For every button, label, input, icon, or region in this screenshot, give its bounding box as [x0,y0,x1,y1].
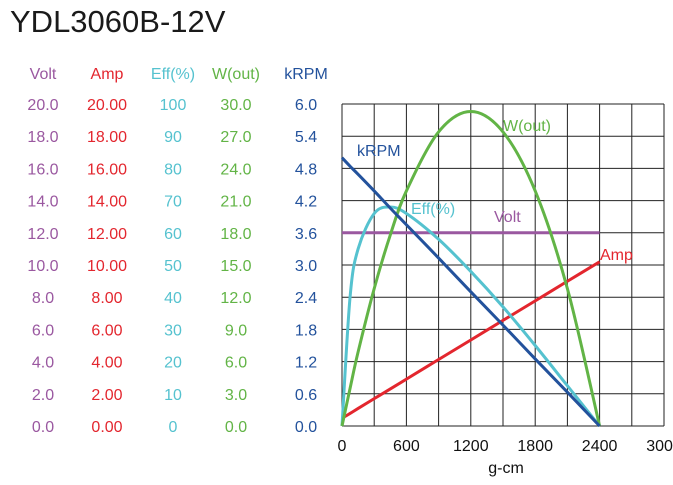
y-tick-label-wout: 27.0 [220,129,251,146]
axis-header-amp: Amp [91,66,124,83]
y-tick-label-krpm: 0.6 [295,387,317,404]
y-tick-label-eff: 10 [164,387,182,404]
y-tick-label-volt: 6.0 [32,322,54,339]
y-tick-label-amp: 20.00 [87,97,127,114]
x-tick-label: 0 [338,438,347,455]
y-tick-label-wout: 24.0 [220,161,251,178]
y-tick-label-wout: 3.0 [225,387,247,404]
y-tick-label-amp: 12.00 [87,226,127,243]
y-tick-label-wout: 0.0 [225,419,247,436]
y-tick-label-amp: 14.00 [87,194,127,211]
y-tick-label-volt: 4.0 [32,355,54,372]
y-tick-label-amp: 16.00 [87,161,127,178]
y-tick-label-volt: 14.0 [27,194,58,211]
x-tick-label: 1200 [453,438,489,455]
y-tick-label-wout: 12.0 [220,290,251,307]
series-label-wout: W(out) [503,118,551,135]
y-tick-label-amp: 18.00 [87,129,127,146]
y-tick-label-eff: 50 [164,258,182,275]
series-line-krpm [340,156,601,428]
chart-title: YDL3060B-12V [10,4,226,39]
y-tick-label-eff: 90 [164,129,182,146]
y-tick-label-wout: 9.0 [225,322,247,339]
series-label-eff: Eff(%) [411,201,455,218]
y-tick-label-krpm: 4.8 [295,161,317,178]
y-tick-label-krpm: 1.8 [295,322,317,339]
y-tick-label-amp: 4.00 [91,355,122,372]
x-tick-label: 3000 [646,438,673,455]
series-label-volt: Volt [494,209,521,226]
y-tick-label-wout: 30.0 [220,97,251,114]
y-tick-label-krpm: 3.0 [295,258,317,275]
x-axis-label: g-cm [488,460,524,477]
x-tick-label: 2400 [582,438,618,455]
y-tick-label-wout: 21.0 [220,194,251,211]
y-tick-label-amp: 8.00 [91,290,122,307]
y-tick-label-eff: 0 [169,419,178,436]
x-tick-label: 600 [393,438,420,455]
y-tick-label-krpm: 4.2 [295,194,317,211]
y-tick-label-volt: 8.0 [32,290,54,307]
y-tick-label-eff: 70 [164,194,182,211]
series-line-wout [340,110,602,427]
y-tick-label-amp: 10.00 [87,258,127,275]
y-tick-label-krpm: 2.4 [295,290,317,307]
series-line-amp [341,260,601,420]
y-tick-label-eff: 40 [164,290,182,307]
y-tick-label-eff: 80 [164,161,182,178]
y-tick-label-krpm: 5.4 [295,129,317,146]
y-tick-label-volt: 12.0 [27,226,58,243]
y-tick-label-volt: 18.0 [27,129,58,146]
y-tick-label-krpm: 1.2 [295,355,317,372]
axis-header-wout: W(out) [212,66,260,83]
axis-header-eff: Eff(%) [151,66,195,83]
y-tick-label-amp: 2.00 [91,387,122,404]
y-tick-label-krpm: 3.6 [295,226,317,243]
y-tick-label-eff: 100 [160,97,187,114]
series-label-krpm: kRPM [357,143,401,160]
y-tick-label-eff: 60 [164,226,182,243]
x-tick-label: 1800 [517,438,553,455]
y-tick-label-volt: 10.0 [27,258,58,275]
y-tick-label-krpm: 6.0 [295,97,317,114]
y-tick-label-wout: 15.0 [220,258,251,275]
y-tick-label-volt: 16.0 [27,161,58,178]
series-line-eff [340,205,601,427]
y-tick-label-volt: 20.0 [27,97,58,114]
y-tick-label-amp: 0.00 [91,419,122,436]
y-tick-label-volt: 2.0 [32,387,54,404]
y-tick-label-volt: 0.0 [32,419,54,436]
y-tick-label-amp: 6.00 [91,322,122,339]
axis-header-volt: Volt [30,66,57,83]
axis-header-krpm: kRPM [284,66,328,83]
y-tick-label-wout: 18.0 [220,226,251,243]
y-tick-label-eff: 20 [164,355,182,372]
y-tick-label-eff: 30 [164,322,182,339]
series-label-amp: Amp [600,247,633,264]
y-tick-label-wout: 6.0 [225,355,247,372]
y-tick-label-krpm: 0.0 [295,419,317,436]
